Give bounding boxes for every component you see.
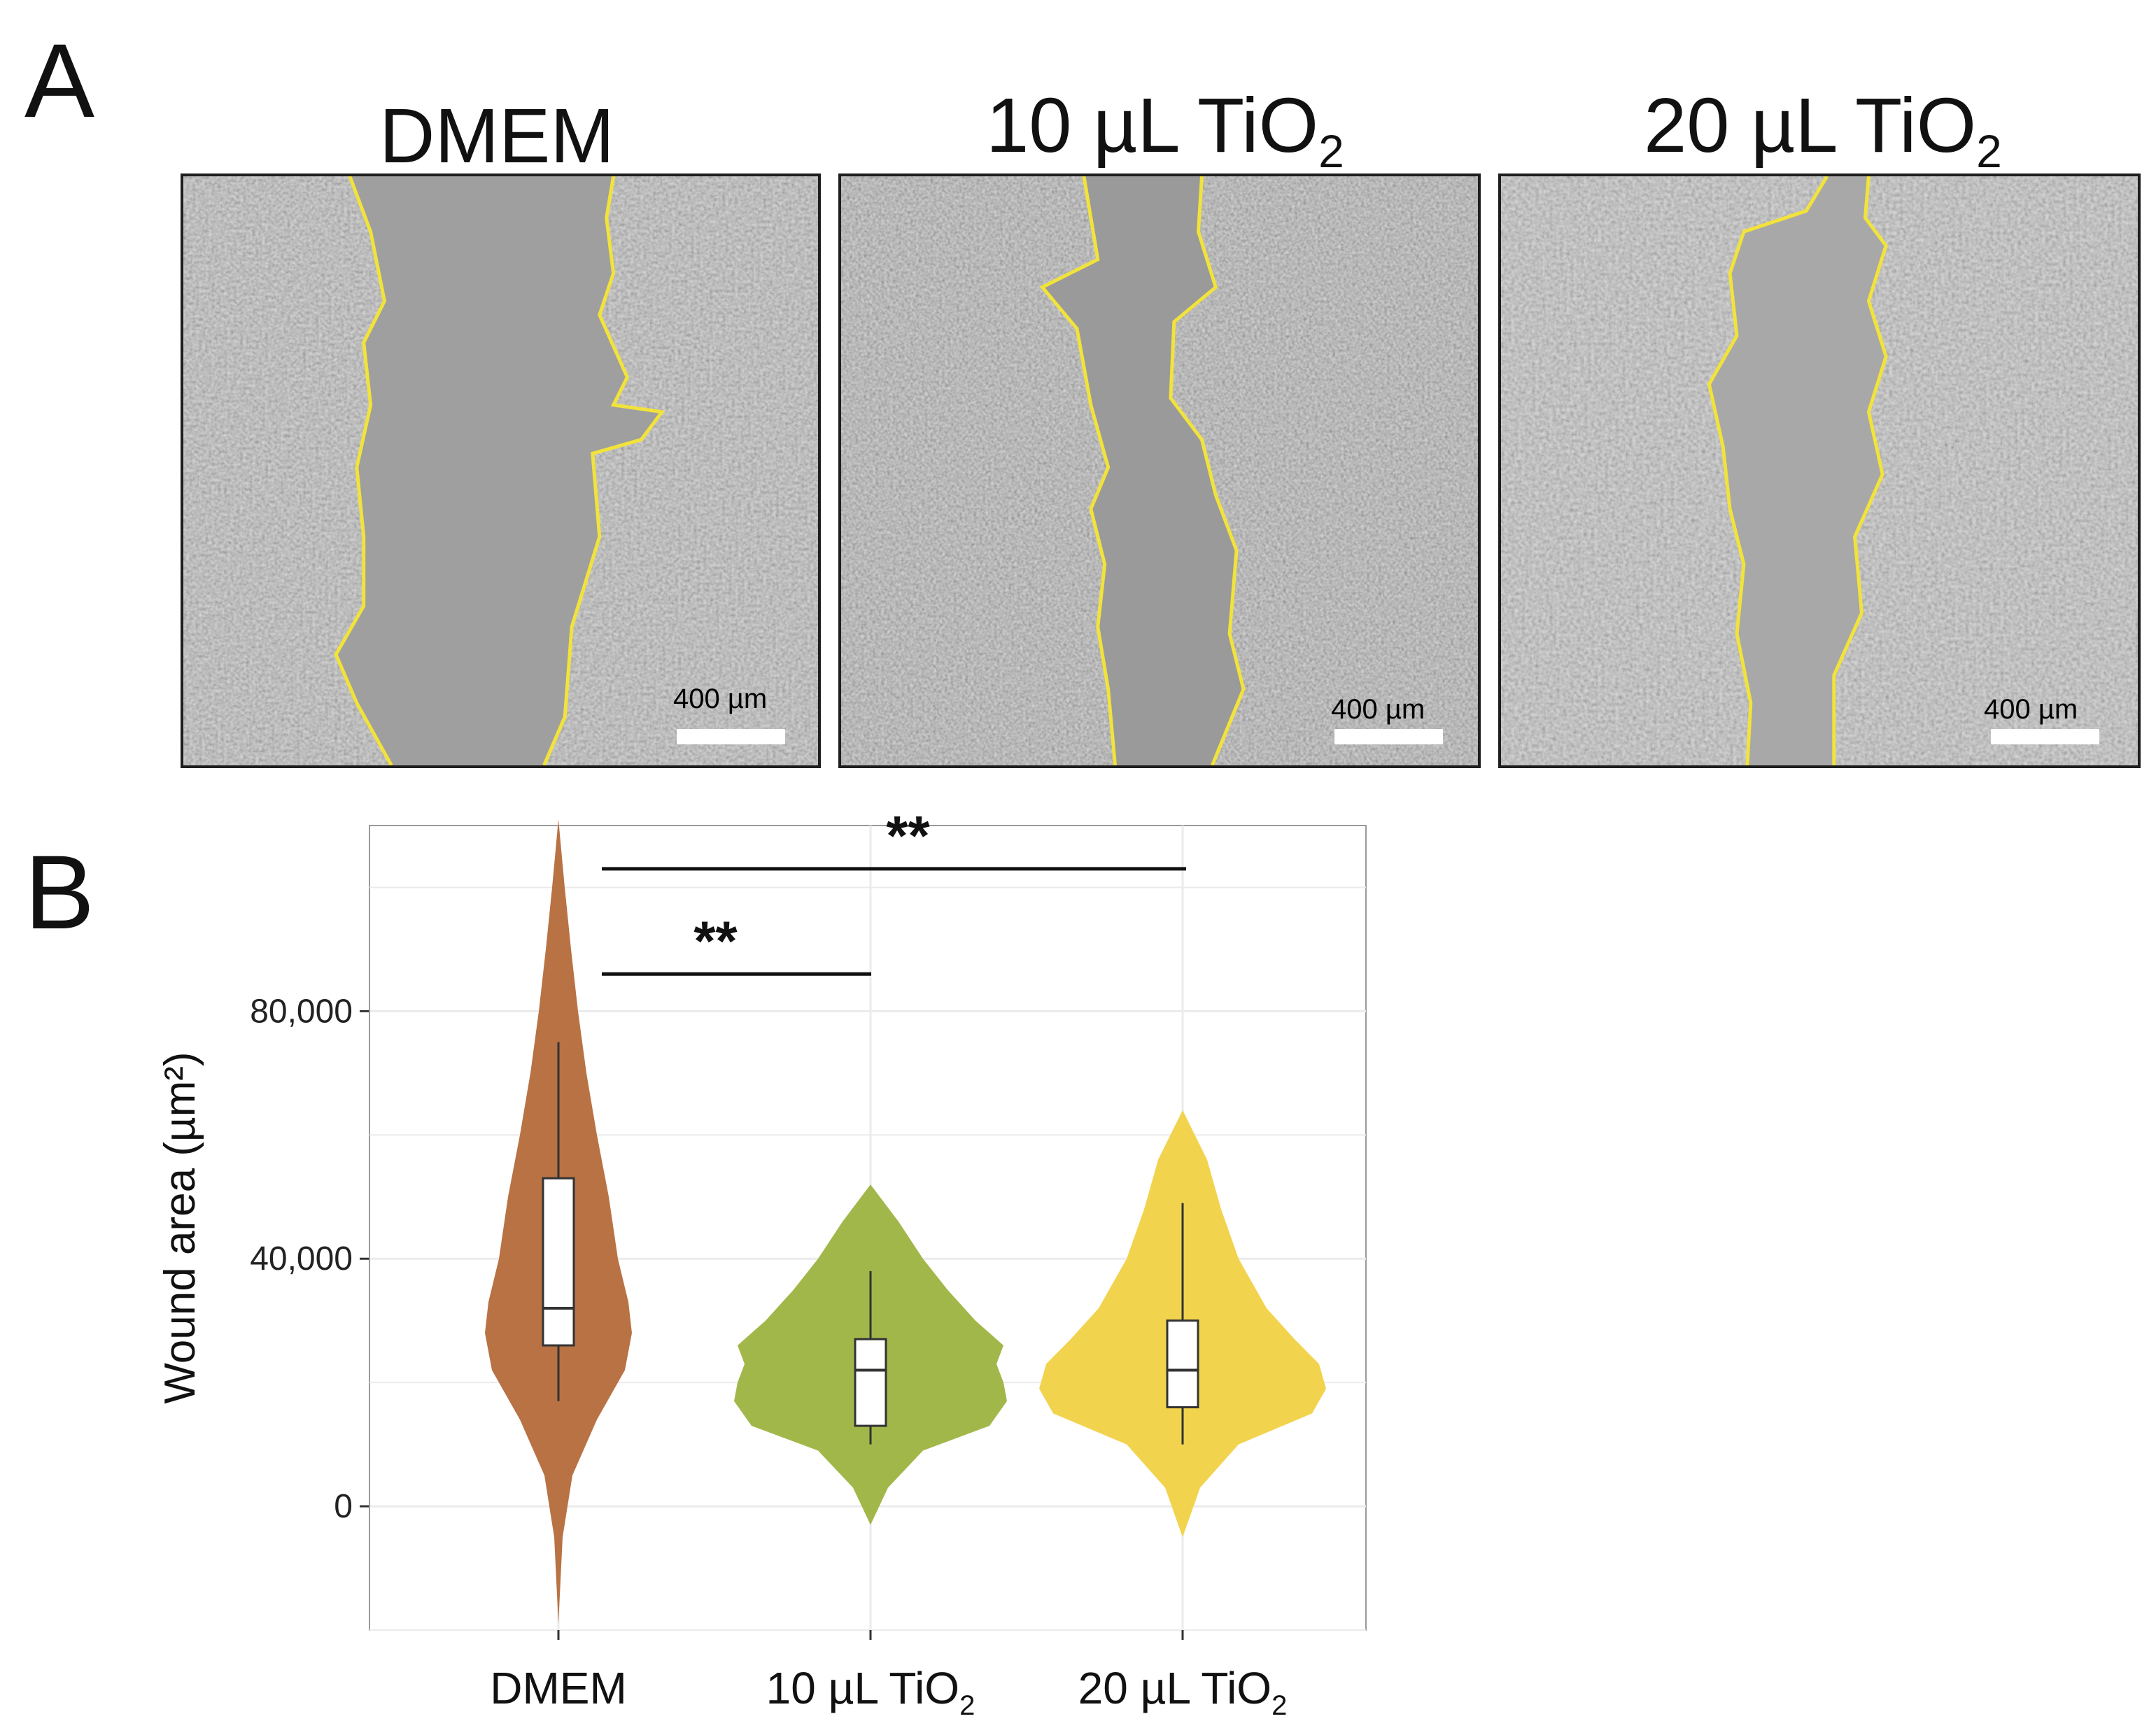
y-tick-label: 0 [334, 1488, 353, 1525]
box [1166, 1319, 1199, 1409]
x-tick-label: DMEM [490, 1663, 627, 1713]
violin-chart: 0 40,000 80,000 Wound area (µm²) DMEM 10 µL T… [156, 805, 1367, 1721]
wound-outline [334, 176, 665, 765]
scale-bar-label: 400 µm [1331, 694, 1425, 725]
wound-outline [1707, 176, 1888, 765]
image-title-dmem: DMEM [379, 93, 615, 179]
y-tick-label: 80,000 [250, 993, 353, 1030]
box [854, 1338, 887, 1427]
box [542, 1177, 575, 1347]
scale-bar [1334, 729, 1443, 744]
x-tick-label: 10 µL TiO2 [766, 1663, 975, 1721]
image-title-10ul-tio2: 10 µL TiO2 [986, 83, 1344, 177]
scale-bar [677, 729, 785, 744]
significance-label: ** [886, 805, 930, 867]
significance-label: ** [693, 909, 738, 972]
x-tick-label: 20 µL TiO2 [1078, 1663, 1288, 1721]
scale-bar [1991, 729, 2099, 744]
micrograph-dmem: 400 µm [181, 173, 821, 768]
panel-b-label: B [24, 833, 95, 951]
scale-bar-label: 400 µm [1984, 694, 2078, 725]
y-axis-label: Wound area (µm²) [156, 1051, 204, 1403]
scale-bar-label: 400 µm [673, 684, 768, 714]
micrograph-20ul-tio2: 400 µm [1498, 173, 2141, 768]
wound-outline [1039, 176, 1246, 765]
micrograph-10ul-tio2: 400 µm [838, 173, 1481, 768]
image-title-20ul-tio2: 20 µL TiO2 [1644, 83, 2002, 177]
y-tick-label: 40,000 [250, 1240, 353, 1277]
panel-a-label: A [24, 22, 95, 139]
